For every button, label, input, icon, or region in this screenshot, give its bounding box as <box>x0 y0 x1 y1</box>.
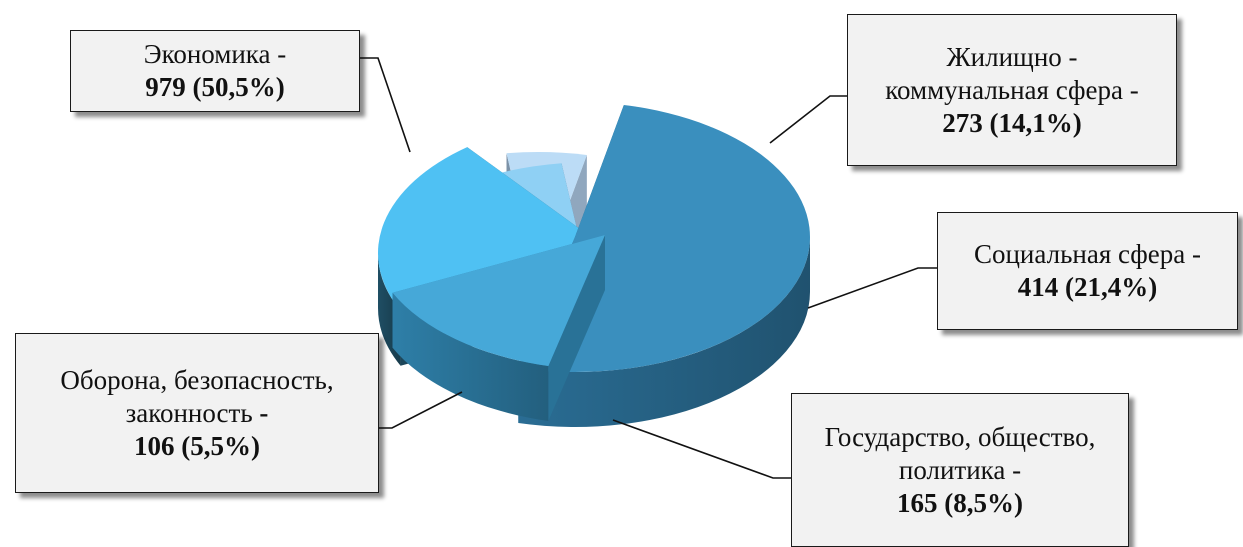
label-state: Государство, общество, политика - 165 (8… <box>791 393 1129 547</box>
leader-line-housing <box>769 95 847 144</box>
pie-slice-housing <box>392 235 605 422</box>
label-housing-name: Жилищно - коммунальная сфера - <box>885 41 1139 105</box>
label-defense-name-suffix: - <box>252 397 269 428</box>
label-economy-value: 979 (50,5%) <box>145 72 285 102</box>
label-defense-name-text: Оборона, безопасность, законность <box>60 364 334 428</box>
label-social: Социальная сфера - 414 (21,4%) <box>937 212 1238 330</box>
pie-slice-face-housing <box>548 235 605 422</box>
label-housing-value: 273 (14,1%) <box>942 107 1082 138</box>
label-social-name: Социальная сфера - <box>973 239 1202 269</box>
label-defense-name: Оборона, безопасность, законность - <box>26 364 368 430</box>
pie-slice-side-housing <box>392 292 549 422</box>
label-defense: Оборона, безопасность, законность - 106 … <box>15 333 379 493</box>
label-state-value: 165 (8,5%) <box>897 487 1023 518</box>
pie-slice-top-social <box>378 147 613 311</box>
label-economy: Экономика - 979 (50,5%) <box>70 30 360 112</box>
leader-line-social <box>807 267 937 309</box>
label-social-value: 414 (21,4%) <box>1017 272 1158 302</box>
label-housing: Жилищно - коммунальная сфера - 273 (14,1… <box>847 14 1177 166</box>
leader-line-economy <box>360 57 411 153</box>
label-defense-value: 106 (5,5%) <box>134 430 260 461</box>
leader-line-defense <box>379 391 463 429</box>
pie-slice-top-housing <box>392 235 605 367</box>
leader-line-state <box>612 419 791 479</box>
pie-slice-side-economy <box>518 237 810 427</box>
label-state-name: Государство, общество, политика - <box>824 421 1096 485</box>
label-economy-name: Экономика - <box>143 39 287 69</box>
